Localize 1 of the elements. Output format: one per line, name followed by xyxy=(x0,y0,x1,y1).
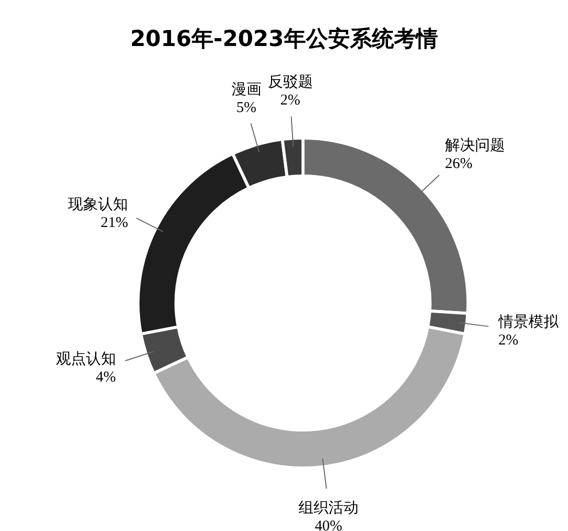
title: 2016年-2023年公安系统考情 xyxy=(130,27,438,52)
